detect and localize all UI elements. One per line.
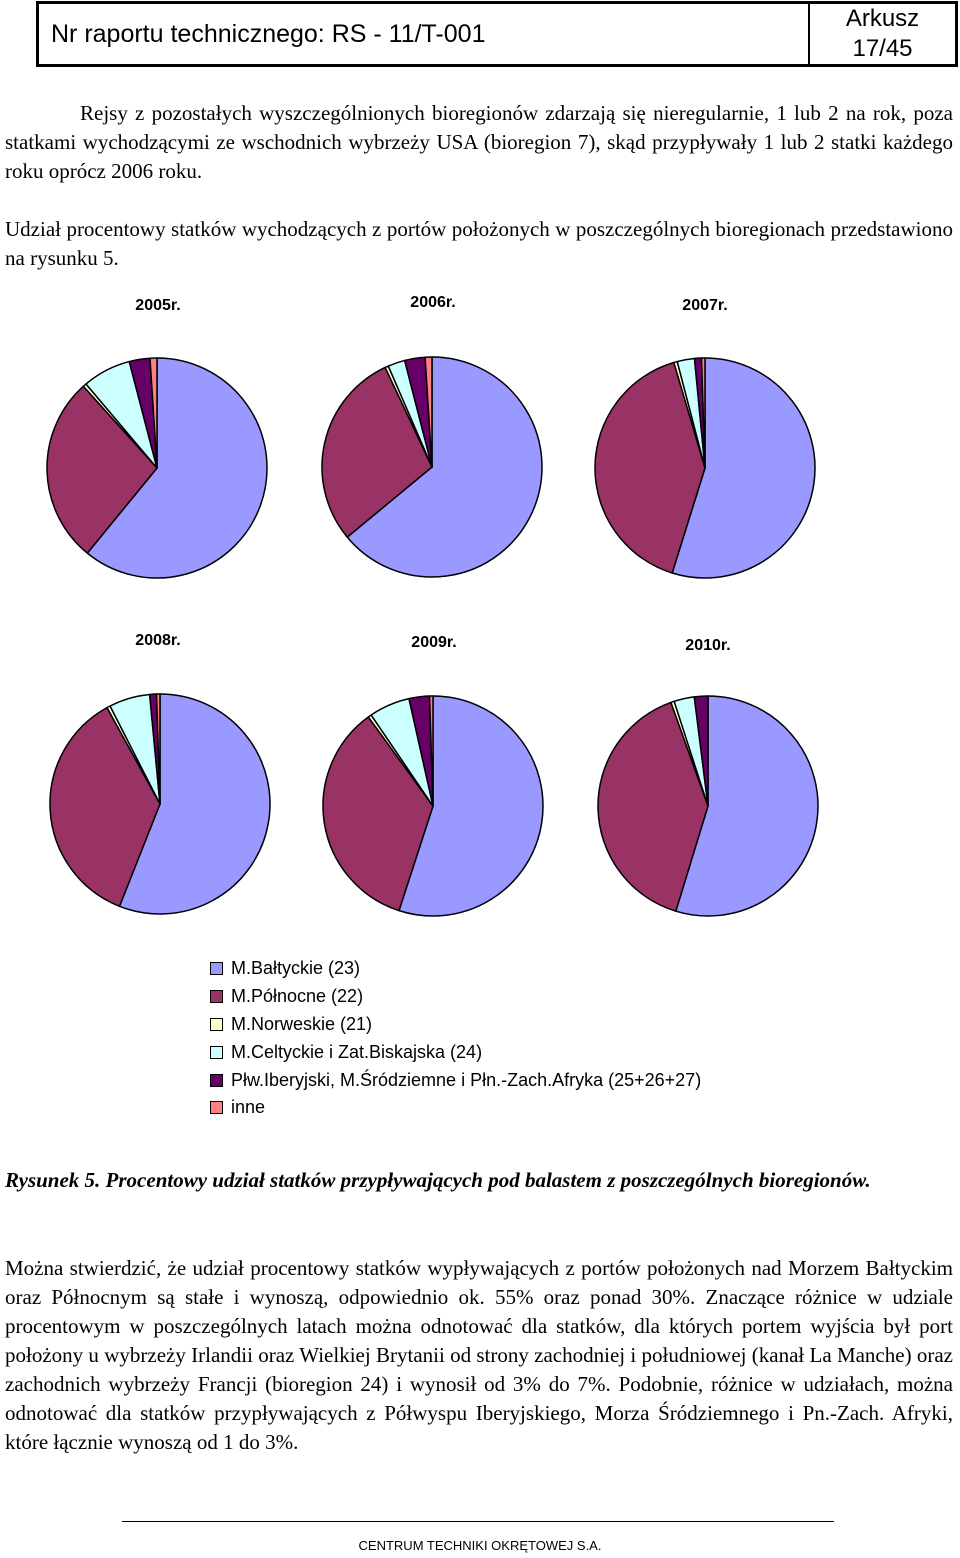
legend-label: inne — [231, 1097, 266, 1118]
pie-slice — [86, 357, 268, 579]
pie-title: 2006r. — [410, 294, 455, 311]
legend-item: inne — [210, 1094, 701, 1122]
legend-swatch — [210, 990, 223, 1004]
pie-slice — [428, 695, 434, 807]
legend-label: Płw.Iberyjski, M.Śródziemne i Płn.-Zach.… — [231, 1069, 702, 1090]
legend-swatch — [210, 1017, 223, 1031]
sheet-label: Arkusz — [845, 5, 920, 32]
pie-slice — [118, 693, 271, 915]
pie-title: 2008r. — [135, 632, 180, 649]
sheet-box: Arkusz 17/45 — [810, 4, 955, 64]
legend-label: M.Celtyckie i Zat.Biskajska (24) — [231, 1041, 483, 1062]
page-header: Nr raportu technicznego: RS - 11/T-001 A… — [36, 1, 958, 67]
legend-item: M.Norweskie (21) — [210, 1011, 701, 1039]
pie-slice — [700, 357, 706, 469]
pie-slice — [671, 357, 816, 579]
chart-legend: M.Bałtyckie (23) M.Północne (22) M.Norwe… — [210, 955, 701, 1122]
pie-slice — [424, 356, 433, 468]
pie-slice — [49, 706, 161, 908]
legend-item: Płw.Iberyjski, M.Śródziemne i Płn.-Zach.… — [210, 1066, 701, 1094]
pie-title: 2005r. — [135, 297, 180, 314]
paragraph-3: Można stwierdzić, że udział procentowy s… — [5, 1256, 953, 1454]
sheet-number: 17/45 — [852, 35, 913, 62]
footer-company: CENTRUM TECHNIKI OKRĘTOWEJ S.A. — [358, 1538, 602, 1553]
legend-item: M.Celtyckie i Zat.Biskajska (24) — [210, 1038, 701, 1066]
pie-slice — [675, 695, 819, 917]
legend-label: M.Norweskie (21) — [231, 1013, 373, 1034]
pie-slice — [46, 385, 158, 554]
report-number: Nr raportu technicznego: RS - 11/T-001 — [39, 4, 810, 64]
pie-charts-svg: 2005r. 2006r. 2007r. 2008r. 2009r. 2010r. — [46, 294, 819, 917]
pie-slice — [149, 357, 158, 469]
figure-caption: Rysunek 5. Procentowy udział statków prz… — [5, 1168, 871, 1192]
pie-title: 2009r. — [411, 634, 456, 651]
legend-swatch — [210, 1073, 223, 1087]
paragraph-2: Udział procentowy statków wychodzących z… — [5, 217, 953, 270]
footer-divider — [122, 1521, 834, 1522]
pie-slice — [322, 716, 434, 912]
pie-title: 2010r. — [685, 637, 730, 654]
legend-swatch — [210, 1101, 223, 1115]
legend-swatch — [210, 962, 223, 976]
legend-item: M.Północne (22) — [210, 983, 701, 1011]
pie-slice — [693, 695, 709, 807]
legend-label: M.Północne (22) — [231, 986, 364, 1007]
legend-swatch — [210, 1045, 223, 1059]
legend-item: M.Bałtyckie (23) — [210, 955, 701, 983]
legend-label: M.Bałtyckie (23) — [231, 958, 361, 979]
pie-slice — [594, 361, 706, 574]
pie-charts-figure: 2005r. 2006r. 2007r. 2008r. 2009r. 2010r. — [0, 280, 960, 940]
pie-slice — [346, 356, 543, 578]
pie-slice — [155, 693, 161, 805]
pie-title: 2007r. — [682, 297, 727, 314]
paragraph-1: Rejsy z pozostałych wyszczególnionych bi… — [5, 101, 953, 183]
pie-slice — [597, 701, 709, 912]
pie-slice — [398, 695, 544, 917]
